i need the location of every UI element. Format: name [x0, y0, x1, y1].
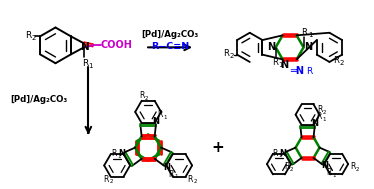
Text: N: N — [311, 119, 318, 128]
Text: 2: 2 — [356, 167, 359, 172]
Text: N: N — [280, 60, 289, 70]
Text: N: N — [304, 42, 313, 52]
Text: R: R — [301, 28, 307, 37]
Text: ═N: ═N — [291, 66, 304, 76]
Text: 1: 1 — [278, 62, 283, 68]
Text: R: R — [306, 67, 313, 77]
Text: 1: 1 — [163, 115, 167, 120]
Text: R: R — [157, 110, 163, 119]
Text: 2: 2 — [145, 96, 148, 101]
Text: 2: 2 — [340, 60, 344, 66]
Text: 1: 1 — [279, 153, 282, 158]
Text: N: N — [153, 117, 159, 126]
Text: N: N — [118, 149, 125, 158]
Text: 1: 1 — [174, 174, 178, 179]
Text: R: R — [350, 162, 355, 171]
Text: R: R — [316, 112, 321, 121]
Text: 2: 2 — [31, 35, 36, 41]
Text: N: N — [321, 161, 328, 170]
Text: 1: 1 — [332, 173, 336, 178]
Text: 1: 1 — [322, 117, 326, 122]
Text: N: N — [80, 42, 89, 52]
Text: N: N — [163, 163, 170, 172]
Text: R: R — [82, 59, 88, 68]
Text: R: R — [317, 105, 322, 114]
Text: R: R — [272, 58, 278, 67]
Text: 2: 2 — [323, 110, 327, 115]
Text: N: N — [280, 149, 286, 158]
Text: R: R — [334, 57, 339, 65]
Text: 2: 2 — [290, 167, 294, 172]
Text: R: R — [187, 175, 193, 184]
Text: N: N — [267, 42, 275, 52]
Text: R: R — [111, 149, 117, 158]
Text: COOH: COOH — [101, 40, 133, 50]
Text: R: R — [104, 175, 109, 184]
Text: R: R — [139, 91, 144, 100]
Text: [Pd]/Ag₂CO₃: [Pd]/Ag₂CO₃ — [10, 95, 67, 105]
Text: R−C≡N: R−C≡N — [151, 42, 189, 51]
Text: R: R — [284, 162, 289, 171]
Text: R: R — [25, 31, 31, 40]
Text: +: + — [212, 140, 224, 155]
Text: R: R — [223, 49, 229, 58]
Text: 2: 2 — [230, 53, 234, 59]
Text: 2: 2 — [110, 179, 113, 184]
Text: 1: 1 — [89, 63, 93, 69]
Text: [Pd]/Ag₂CO₃: [Pd]/Ag₂CO₃ — [141, 30, 199, 39]
Text: R: R — [326, 168, 332, 177]
Text: R: R — [168, 170, 174, 179]
Text: R: R — [272, 149, 278, 158]
Text: 1: 1 — [308, 32, 313, 38]
Text: 2: 2 — [193, 179, 197, 184]
Text: 1: 1 — [117, 154, 121, 159]
